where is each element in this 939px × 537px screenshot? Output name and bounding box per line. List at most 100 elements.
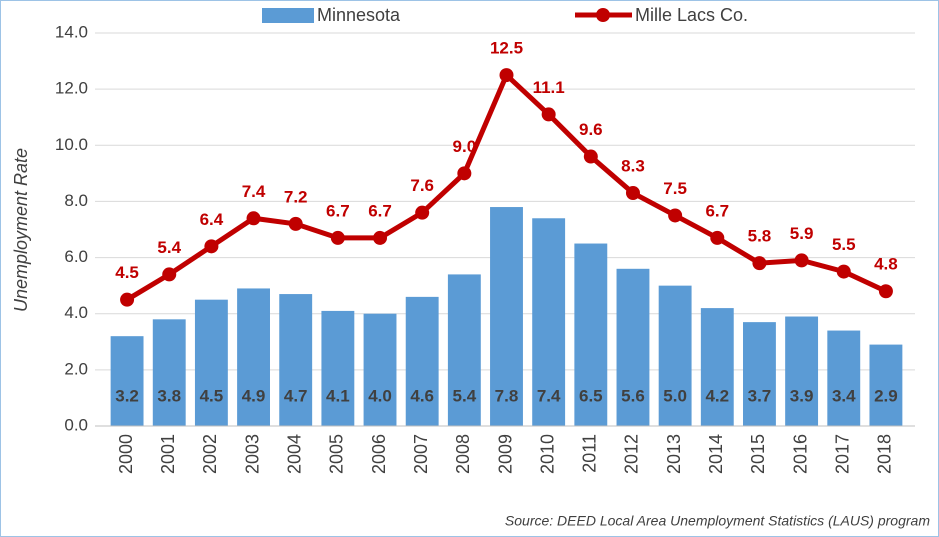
bar-value-label: 4.7 <box>284 386 308 405</box>
line-marker <box>373 230 388 245</box>
line-marker <box>668 208 683 223</box>
bar <box>869 344 903 426</box>
line-marker <box>330 230 345 245</box>
line-marker <box>794 253 809 268</box>
line-marker <box>541 107 556 122</box>
x-tick-label: 2016 <box>790 434 810 474</box>
y-tick-label: 6.0 <box>64 247 88 266</box>
bar-value-label: 5.6 <box>621 386 645 405</box>
bar-value-label: 5.0 <box>663 386 687 405</box>
y-tick-label: 10.0 <box>55 135 88 154</box>
line-value-label: 7.2 <box>284 187 308 206</box>
bar <box>658 285 692 426</box>
bar-value-label: 3.4 <box>832 386 856 405</box>
bar-value-label: 4.6 <box>410 386 434 405</box>
line-marker <box>625 186 640 201</box>
line-marker <box>499 68 514 83</box>
bar <box>532 218 566 426</box>
line-value-label: 12.5 <box>490 39 523 58</box>
bar-value-label: 3.7 <box>748 386 772 405</box>
x-tick-label: 2003 <box>242 434 262 474</box>
bar-value-label: 6.5 <box>579 386 603 405</box>
bar <box>110 336 144 426</box>
x-tick-label: 2006 <box>369 434 389 474</box>
line-value-label: 5.9 <box>790 224 814 243</box>
line-value-label: 5.5 <box>832 235 856 254</box>
line-marker <box>162 267 177 282</box>
line-marker <box>836 264 851 279</box>
y-tick-label: 0.0 <box>64 415 88 434</box>
bar <box>490 207 523 426</box>
line-marker <box>710 230 725 245</box>
bar <box>152 319 186 426</box>
bar-value-label: 4.5 <box>200 386 224 405</box>
line-marker <box>246 211 261 226</box>
bar <box>574 243 608 426</box>
bar-value-label: 2.9 <box>874 386 898 405</box>
y-tick-label: 4.0 <box>64 303 88 322</box>
bar <box>321 310 355 426</box>
y-tick-label: 8.0 <box>64 191 88 210</box>
source-note: Source: DEED Local Area Unemployment Sta… <box>505 513 930 529</box>
bar <box>237 288 270 426</box>
legend-label: Minnesota <box>317 5 401 25</box>
line-value-label: 6.4 <box>200 210 224 229</box>
bar <box>700 308 734 426</box>
x-tick-label: 2015 <box>748 434 768 474</box>
y-axis-label: Unemployment Rate <box>11 148 31 312</box>
line-value-label: 6.7 <box>705 201 729 220</box>
legend-swatch <box>262 8 314 23</box>
line-marker <box>415 205 430 220</box>
x-tick-label: 2018 <box>875 434 895 474</box>
bar-value-label: 4.9 <box>242 386 266 405</box>
y-tick-label: 12.0 <box>55 79 88 98</box>
line-value-label: 7.5 <box>663 179 687 198</box>
x-tick-label: 2005 <box>327 434 347 474</box>
line-value-label: 11.1 <box>533 78 565 97</box>
line-value-label: 9.6 <box>579 120 603 139</box>
bar <box>405 296 439 426</box>
bar <box>785 316 819 426</box>
legend-marker <box>596 8 610 22</box>
x-tick-label: 2010 <box>537 434 557 474</box>
line-value-label: 4.5 <box>115 263 139 282</box>
x-tick-label: 2013 <box>664 434 684 474</box>
x-tick-label: 2014 <box>706 434 726 474</box>
line-marker <box>878 284 893 299</box>
x-tick-label: 2000 <box>116 434 136 474</box>
line-marker <box>752 256 767 271</box>
bar <box>827 330 861 426</box>
bar-value-label: 7.4 <box>537 386 561 405</box>
bar-value-label: 7.8 <box>495 386 519 405</box>
y-tick-label: 14.0 <box>55 22 88 41</box>
bar-value-label: 3.2 <box>115 386 139 405</box>
y-tick-label: 2.0 <box>64 359 88 378</box>
bar-value-label: 5.4 <box>453 386 477 405</box>
line-marker <box>583 149 598 164</box>
bar <box>194 299 228 426</box>
x-tick-label: 2004 <box>284 434 304 474</box>
bar <box>279 294 313 426</box>
line-value-label: 5.4 <box>157 238 181 257</box>
legend-label: Mille Lacs Co. <box>635 5 748 25</box>
bar-value-label: 4.2 <box>705 386 729 405</box>
x-tick-label: 2001 <box>158 434 178 474</box>
line-marker <box>204 239 219 254</box>
bar <box>447 274 481 426</box>
x-tick-label: 2008 <box>453 434 473 474</box>
line-value-label: 9.0 <box>453 137 477 156</box>
x-tick-label: 2011 <box>580 434 600 473</box>
bar-value-label: 3.9 <box>790 386 814 405</box>
line-value-label: 6.7 <box>368 201 392 220</box>
line-value-label: 7.6 <box>410 176 434 195</box>
bar <box>363 313 397 426</box>
line-value-label: 4.8 <box>874 255 898 274</box>
line-value-label: 8.3 <box>621 156 645 175</box>
line-marker <box>288 216 303 231</box>
x-tick-label: 2002 <box>200 434 220 474</box>
bar <box>616 268 650 426</box>
bar-value-label: 4.0 <box>368 386 392 405</box>
x-tick-label: 2017 <box>833 434 853 474</box>
